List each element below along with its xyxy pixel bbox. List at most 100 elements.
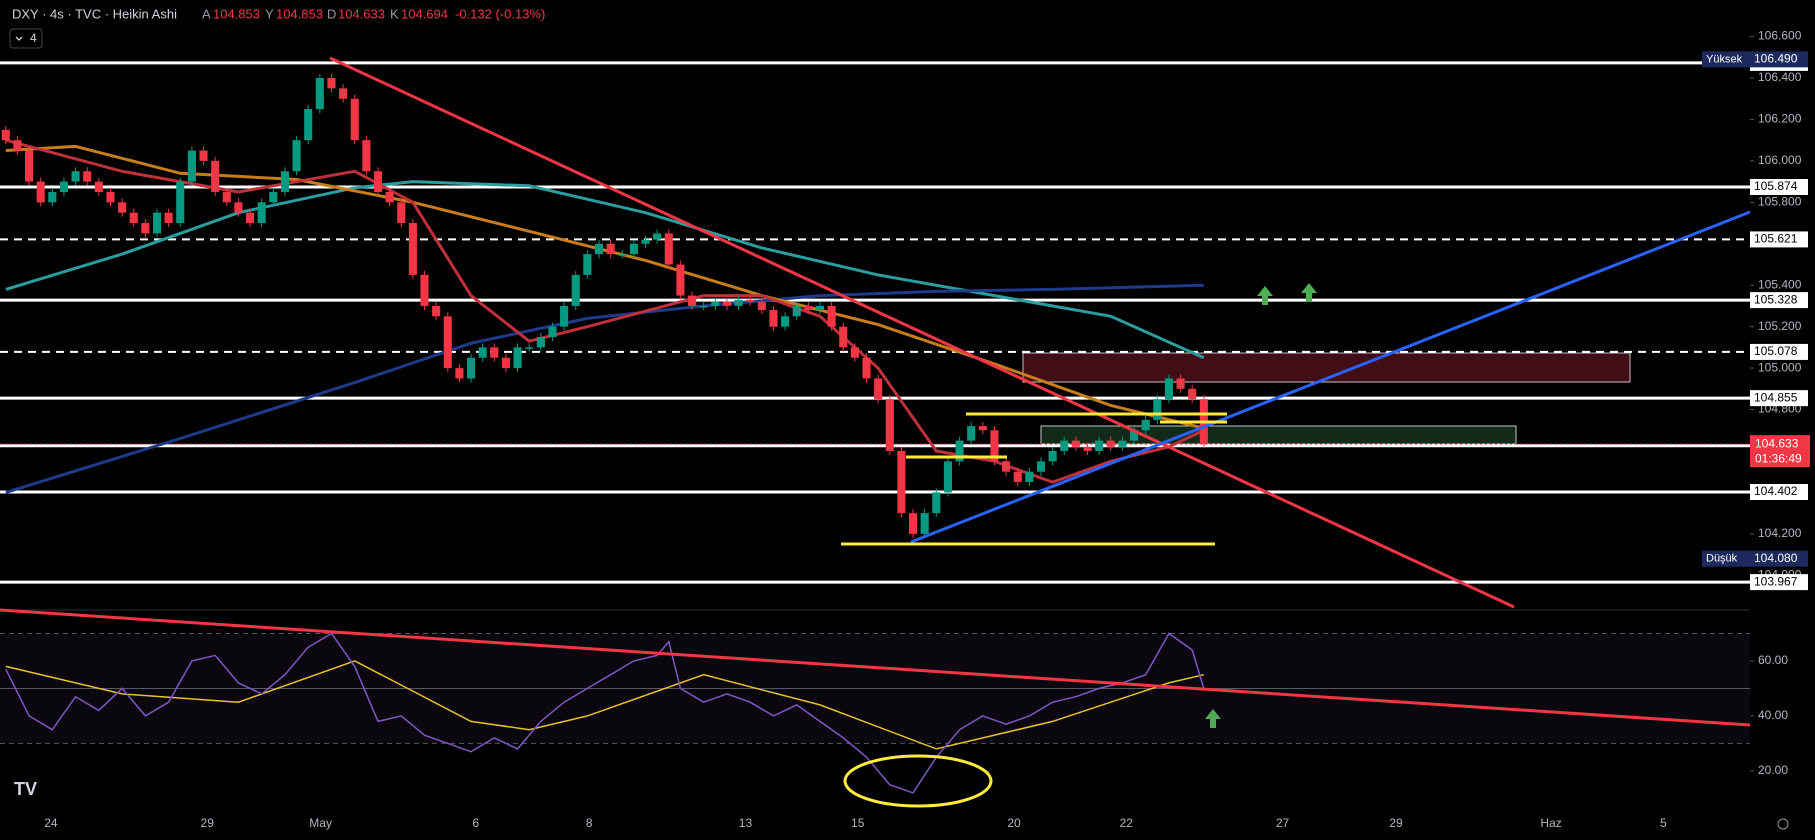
- candle: [1048, 450, 1057, 462]
- candle: [699, 305, 708, 308]
- candle: [118, 202, 127, 213]
- candle: [885, 399, 894, 451]
- level-label: 105.078: [1754, 344, 1798, 358]
- symbol: DXY · 4s · TVC · Heikin Ashi: [12, 6, 177, 21]
- ohlc-value: 104.633: [338, 6, 385, 21]
- change: -0.132 (-0.13%): [455, 6, 545, 21]
- candle: [897, 450, 906, 514]
- last-price-bg: [1750, 435, 1810, 468]
- ohlc-value: 104.853: [213, 6, 260, 21]
- price-tick-label: 105.000: [1758, 360, 1802, 374]
- user-drawings: [1022, 352, 1631, 445]
- candle: [106, 191, 115, 203]
- price-tick-label: 105.400: [1758, 277, 1802, 291]
- candle: [1176, 378, 1185, 389]
- level-label-bg: [1750, 179, 1808, 196]
- level-label: 105.328: [1754, 292, 1798, 306]
- levels: [0, 61, 1750, 584]
- candle: [501, 357, 510, 369]
- candle: [908, 513, 918, 534]
- candle: [548, 326, 557, 338]
- candle: [211, 160, 220, 192]
- down-trendline: [329, 56, 1515, 609]
- indicators-count[interactable]: 4: [30, 31, 37, 45]
- candle: [36, 181, 45, 203]
- rsi-line: [5, 632, 1205, 794]
- candle: [350, 98, 359, 141]
- candle: [618, 254, 627, 256]
- candles: [1, 74, 1208, 538]
- candle: [629, 243, 638, 255]
- level-label-bg: [1750, 231, 1808, 248]
- price-tick-label: 106.400: [1758, 70, 1802, 84]
- moving-average: [5, 180, 1205, 360]
- level-label: 105.621: [1754, 232, 1798, 246]
- candle: [978, 426, 987, 431]
- low-tag-bg: [1702, 550, 1750, 567]
- date-label: 29: [201, 816, 215, 830]
- candle: [653, 233, 662, 240]
- price-axis: [1750, 0, 1815, 840]
- price-tick-label: 106.200: [1758, 112, 1802, 126]
- candle: [734, 299, 743, 306]
- candle: [687, 295, 697, 306]
- candle: [827, 305, 836, 327]
- candle: [1002, 461, 1011, 472]
- candle: [152, 212, 162, 234]
- candle: [664, 233, 673, 265]
- candle: [269, 191, 278, 203]
- candle: [280, 171, 289, 192]
- up-trendline: [910, 210, 1751, 544]
- moving-averages: [5, 138, 1205, 494]
- candle: [129, 212, 138, 224]
- candle: [408, 223, 417, 275]
- low-tag: Düşük: [1706, 553, 1738, 565]
- ohlc-label: D: [327, 6, 336, 21]
- date-label: 29: [1389, 816, 1403, 830]
- trend-drawings: [329, 56, 1751, 728]
- price-tick-label: 106.000: [1758, 153, 1802, 167]
- highlight-ellipse: [843, 754, 993, 808]
- date-label: 6: [472, 816, 479, 830]
- candle: [1083, 446, 1092, 451]
- header: DXY · 4s · TVC · Heikin Ashi A 104.853 Y…: [9, 6, 545, 49]
- indicators-toggle[interactable]: [9, 28, 43, 49]
- ohlc-label: A: [202, 6, 211, 21]
- settings-icon[interactable]: [1777, 818, 1789, 830]
- candle: [187, 150, 196, 182]
- level-label-bg: [1750, 574, 1808, 591]
- candle: [792, 305, 801, 317]
- candle: [385, 191, 394, 203]
- candle: [245, 212, 255, 224]
- ohlc-label: Y: [265, 6, 274, 21]
- candle: [990, 430, 999, 462]
- candle: [339, 88, 348, 99]
- candle: [955, 440, 964, 462]
- candle: [1, 129, 10, 141]
- tv-logo[interactable]: TV: [14, 779, 37, 799]
- candle: [397, 202, 406, 224]
- date-label: 22: [1120, 816, 1134, 830]
- candle: [571, 274, 580, 306]
- candle: [1106, 440, 1115, 447]
- level-label-bg: [1750, 390, 1808, 407]
- level-label: 104.402: [1754, 484, 1798, 498]
- candle: [1164, 378, 1173, 400]
- arrow-up: [1205, 709, 1221, 728]
- candle: [455, 368, 464, 379]
- candle: [141, 223, 150, 234]
- date-label: 20: [1007, 816, 1021, 830]
- candle: [757, 301, 766, 311]
- candle: [1095, 440, 1104, 451]
- candle: [466, 357, 476, 379]
- candle: [420, 274, 429, 306]
- level-label: 104.855: [1754, 390, 1798, 404]
- low-price-bg: [1750, 550, 1808, 567]
- candle: [490, 347, 499, 358]
- date-label: Haz: [1540, 816, 1561, 830]
- candle: [513, 347, 522, 369]
- ohlc-label: K: [390, 6, 399, 21]
- candle: [781, 316, 790, 327]
